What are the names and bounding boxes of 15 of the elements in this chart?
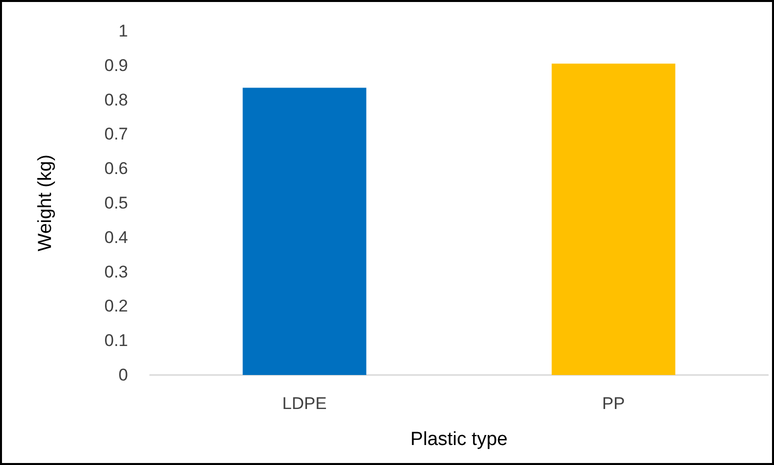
- y-axis-title: Weight (kg): [35, 154, 56, 252]
- y-tick-label: 0.9: [104, 56, 128, 75]
- y-tick-label: 0.3: [104, 262, 128, 282]
- x-tick-label: LDPE: [282, 394, 327, 413]
- y-tick-label: 0.6: [104, 159, 128, 178]
- y-tick-label: 1: [118, 22, 128, 40]
- y-tick-label: 0.2: [104, 296, 128, 316]
- y-tick-label: 0.1: [104, 331, 128, 350]
- x-tick-label: PP: [602, 394, 625, 413]
- y-tick-label: 0.5: [104, 194, 128, 212]
- x-axis-title: Plastic type: [410, 429, 508, 450]
- y-tick-label: 0: [118, 366, 128, 384]
- y-tick-label: 0.8: [104, 90, 128, 110]
- y-tick-label: 0.4: [104, 228, 128, 247]
- y-tick-label: 0.7: [104, 124, 128, 144]
